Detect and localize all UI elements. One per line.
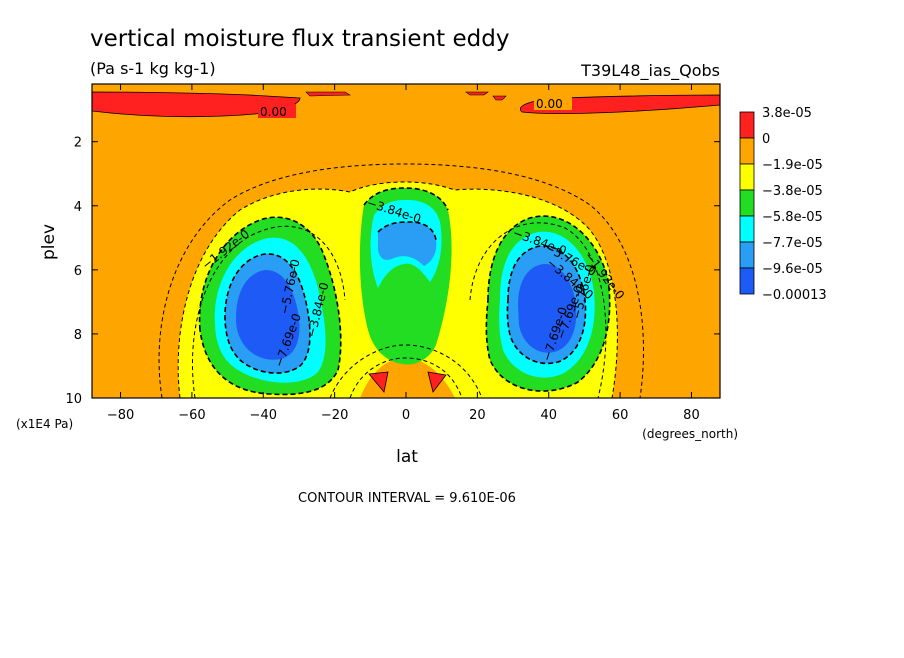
x-axis-units: (degrees_north) bbox=[642, 427, 738, 441]
colorbar-label: −7.7e-05 bbox=[762, 236, 823, 251]
colorbar-swatch bbox=[739, 215, 755, 243]
contour-label: 0.00 bbox=[260, 105, 287, 119]
colorbar-label: 3.8e-05 bbox=[762, 106, 812, 121]
contour-line-cyan-nh bbox=[506, 245, 587, 365]
colorbar-label: −3.8e-05 bbox=[762, 184, 823, 199]
x-tick-label: 60 bbox=[612, 408, 629, 423]
contour-fills bbox=[91, 91, 721, 399]
contour-line-green-nh bbox=[485, 215, 611, 392]
contour-line-cyan-sh bbox=[224, 253, 311, 374]
blue-region-eq bbox=[378, 222, 437, 266]
y-axis-units: (x1E4 Pa) bbox=[16, 417, 73, 431]
chart-title: vertical moisture flux transient eddy bbox=[90, 26, 509, 52]
colorbar-swatch bbox=[739, 267, 755, 295]
x-axis: −80 −60 −40 −20 0 20 40 60 80 bbox=[107, 84, 700, 423]
x-tick-label: −80 bbox=[107, 408, 134, 423]
contour-label: 0.00 bbox=[536, 97, 563, 111]
upper-positive-blob-c bbox=[492, 95, 507, 101]
deepblue-region-sh bbox=[236, 270, 300, 360]
contour-line-lower-arc-2 bbox=[329, 344, 483, 399]
x-tick-label: −60 bbox=[178, 408, 205, 423]
lower-positive-region-sh bbox=[368, 371, 389, 393]
y-tick-label: 6 bbox=[74, 264, 82, 279]
deepblue-region-nh bbox=[518, 263, 577, 353]
colorbar-swatch bbox=[739, 241, 755, 269]
contour-interval-text: CONTOUR INTERVAL = 9.610E-06 bbox=[298, 491, 516, 506]
y-tick-label: 4 bbox=[74, 200, 82, 215]
upper-positive-blob-b bbox=[465, 91, 489, 96]
chart-subtitle: (Pa s-1 kg kg-1) bbox=[90, 59, 216, 78]
colorbar-swatch bbox=[739, 189, 755, 217]
contour-line-inner-nh bbox=[469, 222, 607, 399]
colorbar-label: −0.00013 bbox=[762, 288, 827, 303]
colorbar-label: −9.6e-05 bbox=[762, 262, 823, 277]
y-tick-label: 8 bbox=[74, 328, 82, 343]
y-tick-label: 10 bbox=[65, 392, 82, 407]
x-axis-label: lat bbox=[396, 447, 418, 467]
upper-positive-blob-a bbox=[305, 91, 352, 97]
colorbar-label: −1.9e-05 bbox=[762, 158, 823, 173]
y-axis-label: plev bbox=[39, 224, 59, 260]
y-tick-label: 2 bbox=[74, 136, 82, 151]
contour-line-inner-sh bbox=[192, 225, 346, 399]
x-tick-label: 0 bbox=[402, 408, 410, 423]
contour-line-lower-arc bbox=[349, 357, 463, 399]
colorbar-label: 0 bbox=[762, 132, 770, 147]
colorbar-swatch bbox=[739, 137, 755, 165]
x-tick-label: 20 bbox=[469, 408, 486, 423]
contour-line-outer bbox=[158, 163, 644, 399]
y-axis: 2 4 6 8 10 bbox=[65, 136, 720, 407]
contour-line-blue-eq bbox=[377, 221, 437, 241]
x-tick-label: 40 bbox=[540, 408, 557, 423]
colorbar-label: −5.8e-05 bbox=[762, 210, 823, 225]
x-tick-label: −20 bbox=[321, 408, 348, 423]
lower-positive-region-nh bbox=[427, 371, 447, 393]
x-tick-label: −40 bbox=[250, 408, 277, 423]
x-tick-label: 80 bbox=[683, 408, 700, 423]
colorbar-swatch bbox=[739, 163, 755, 191]
contour-line-green-eq bbox=[363, 187, 449, 211]
model-label: T39L48_ias_Qobs bbox=[580, 61, 720, 81]
colorbar-swatch bbox=[739, 111, 755, 139]
colorbar: 3.8e-05 0 −1.9e-05 −3.8e-05 −5.8e-05 −7.7e-05… bbox=[739, 106, 827, 303]
